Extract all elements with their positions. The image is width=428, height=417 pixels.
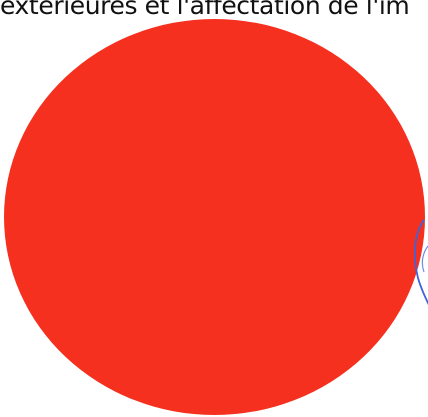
stamp-mark xyxy=(413,219,428,306)
document-header-text: extérieures et l'affectation de l'im xyxy=(0,0,410,20)
red-circle xyxy=(4,19,425,415)
